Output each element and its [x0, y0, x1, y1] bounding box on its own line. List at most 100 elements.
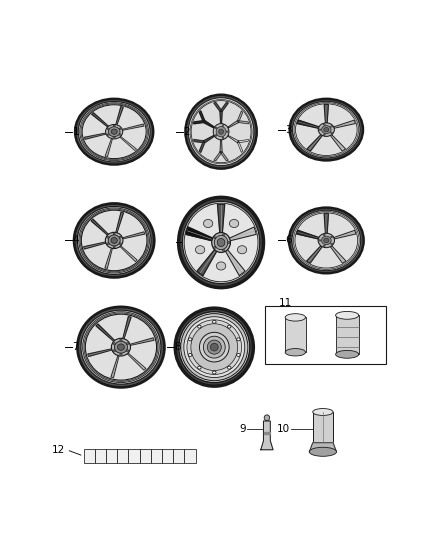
Ellipse shape	[230, 220, 239, 228]
Ellipse shape	[292, 210, 360, 271]
Bar	[173, 449, 184, 463]
Polygon shape	[220, 152, 228, 161]
Ellipse shape	[212, 232, 230, 253]
Ellipse shape	[237, 338, 240, 341]
Text: 3: 3	[286, 125, 292, 135]
Polygon shape	[228, 135, 239, 143]
Polygon shape	[214, 103, 222, 111]
Polygon shape	[84, 242, 106, 249]
Bar	[162, 449, 173, 463]
Ellipse shape	[227, 366, 231, 369]
Polygon shape	[122, 124, 144, 131]
Ellipse shape	[181, 313, 248, 381]
Polygon shape	[214, 152, 222, 161]
Ellipse shape	[188, 98, 254, 166]
Ellipse shape	[111, 338, 131, 356]
Polygon shape	[324, 214, 328, 233]
Ellipse shape	[214, 237, 216, 239]
Ellipse shape	[321, 126, 331, 134]
Polygon shape	[237, 141, 243, 152]
Ellipse shape	[113, 350, 116, 352]
Ellipse shape	[293, 101, 360, 158]
Polygon shape	[88, 349, 113, 357]
Polygon shape	[105, 138, 113, 157]
Ellipse shape	[74, 204, 154, 277]
Ellipse shape	[323, 134, 325, 135]
Ellipse shape	[78, 101, 150, 162]
Ellipse shape	[191, 324, 238, 370]
Polygon shape	[116, 212, 124, 233]
Ellipse shape	[107, 134, 110, 135]
Ellipse shape	[82, 105, 146, 159]
Polygon shape	[334, 230, 356, 239]
Ellipse shape	[199, 333, 229, 362]
Polygon shape	[228, 120, 239, 128]
Ellipse shape	[214, 235, 228, 250]
Ellipse shape	[108, 235, 120, 246]
Ellipse shape	[113, 125, 115, 127]
Ellipse shape	[81, 104, 147, 159]
Ellipse shape	[323, 234, 325, 236]
Polygon shape	[194, 120, 205, 124]
Ellipse shape	[119, 243, 121, 245]
Bar	[106, 449, 117, 463]
Ellipse shape	[318, 123, 334, 136]
Ellipse shape	[188, 338, 192, 341]
Ellipse shape	[237, 246, 247, 254]
Ellipse shape	[207, 340, 221, 354]
Ellipse shape	[285, 349, 306, 356]
Polygon shape	[127, 352, 146, 370]
Polygon shape	[199, 141, 205, 152]
Text: 7: 7	[72, 342, 79, 352]
Ellipse shape	[113, 343, 116, 345]
Ellipse shape	[223, 234, 225, 236]
Ellipse shape	[106, 232, 123, 248]
Ellipse shape	[119, 134, 121, 135]
Polygon shape	[197, 249, 217, 276]
Ellipse shape	[179, 197, 264, 288]
Ellipse shape	[216, 262, 226, 270]
Ellipse shape	[113, 246, 115, 248]
Ellipse shape	[114, 341, 127, 353]
Bar	[117, 449, 128, 463]
Ellipse shape	[77, 206, 151, 274]
Ellipse shape	[179, 312, 250, 383]
Ellipse shape	[85, 314, 156, 380]
Text: 2: 2	[184, 127, 191, 136]
Ellipse shape	[264, 415, 270, 421]
Polygon shape	[225, 249, 245, 276]
Polygon shape	[220, 111, 222, 124]
Polygon shape	[129, 338, 154, 345]
Ellipse shape	[111, 129, 117, 134]
Bar	[336, 316, 359, 354]
Ellipse shape	[214, 246, 216, 248]
Text: 6: 6	[286, 236, 292, 245]
Ellipse shape	[184, 203, 258, 282]
Ellipse shape	[198, 366, 201, 369]
Ellipse shape	[119, 236, 121, 238]
Polygon shape	[237, 111, 243, 123]
Ellipse shape	[285, 314, 306, 321]
Bar	[184, 449, 196, 463]
Ellipse shape	[321, 236, 331, 245]
Polygon shape	[264, 432, 270, 434]
Polygon shape	[92, 113, 109, 127]
Ellipse shape	[222, 125, 224, 126]
Ellipse shape	[195, 246, 205, 254]
Ellipse shape	[198, 325, 201, 328]
Polygon shape	[105, 247, 113, 269]
Polygon shape	[122, 232, 145, 239]
Text: 11: 11	[279, 298, 292, 308]
Ellipse shape	[84, 313, 158, 381]
Polygon shape	[123, 317, 131, 340]
Ellipse shape	[203, 336, 225, 358]
Ellipse shape	[227, 325, 231, 328]
Polygon shape	[261, 421, 273, 450]
Text: 9: 9	[239, 424, 246, 434]
Polygon shape	[194, 140, 205, 143]
Text: 8: 8	[174, 342, 181, 352]
Ellipse shape	[323, 245, 325, 247]
Ellipse shape	[228, 241, 230, 244]
Ellipse shape	[120, 353, 122, 355]
Bar	[313, 412, 333, 443]
